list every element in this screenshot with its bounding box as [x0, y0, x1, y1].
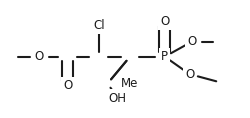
Text: Cl: Cl [93, 19, 105, 32]
Text: P: P [161, 50, 168, 63]
Text: O: O [185, 68, 194, 81]
Text: O: O [188, 35, 197, 48]
Text: OH: OH [108, 92, 126, 105]
Text: Me: Me [121, 77, 139, 90]
Text: O: O [34, 50, 44, 63]
Text: O: O [63, 79, 72, 92]
Text: O: O [160, 15, 170, 28]
